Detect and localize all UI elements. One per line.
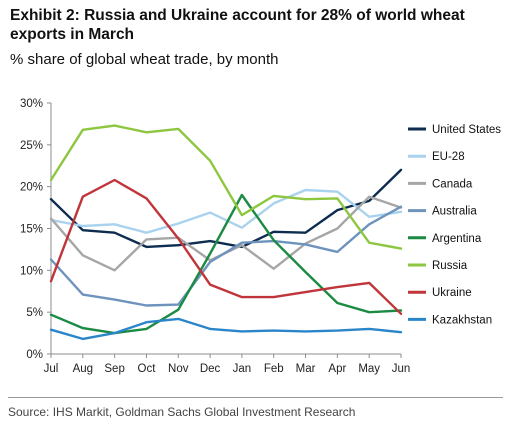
x-tick-label: Aug	[73, 363, 93, 375]
legend-label-kazakhstan: Kazakhstan	[432, 314, 492, 326]
legend-label-russia: Russia	[432, 260, 468, 272]
series-line-kazakhstan	[49, 317, 403, 341]
legend-label-canada: Canada	[432, 178, 473, 190]
series-line-argentina	[49, 193, 403, 335]
series-line-eu-28	[49, 188, 403, 234]
source-note: Source: IHS Markit, Goldman Sachs Global…	[8, 405, 356, 419]
legend-label-united-states: United States	[432, 124, 501, 136]
x-tick-label: May	[358, 363, 380, 375]
series-line-australia	[49, 205, 403, 307]
series-line-ukraine	[49, 178, 403, 315]
legend-label-australia: Australia	[432, 206, 477, 218]
legend-label-ukraine: Ukraine	[432, 287, 472, 299]
legend-label-eu-28: EU-28	[432, 151, 465, 163]
x-tick-label: Feb	[264, 363, 284, 375]
chart-series-lines	[49, 124, 403, 341]
y-tick-label: 5%	[26, 307, 43, 319]
x-tick-label: Jan	[233, 363, 252, 375]
x-tick-label: Oct	[138, 363, 157, 375]
series-line-united-states	[49, 168, 403, 249]
line-chart: 0% 5% 10% 15% 20% 25% 30% Jul Aug Sep Oct Nov Dec Jan…	[20, 98, 501, 375]
series-line-russia	[49, 124, 403, 250]
y-tick-label: 0%	[26, 349, 43, 361]
y-tick-label: 20%	[20, 182, 43, 194]
y-tick-label: 15%	[20, 224, 43, 236]
x-tick-label: Nov	[168, 363, 189, 375]
y-tick-label: 10%	[20, 265, 43, 277]
x-tick-label: Dec	[200, 363, 221, 375]
y-tick-label: 25%	[20, 140, 43, 152]
x-tick-label: Jul	[44, 363, 59, 375]
chart-legend: United States EU-28 Canada Australia Argenti…	[408, 124, 501, 326]
chart-title: Exhibit 2: Russia and Ukraine account fo…	[10, 7, 465, 43]
footer-divider	[8, 397, 503, 398]
chart-subtitle: % share of global wheat trade, by month	[10, 51, 279, 68]
legend-label-argentina: Argentina	[432, 233, 482, 245]
x-tick-label: Sep	[104, 363, 124, 375]
x-tick-label: Mar	[296, 363, 316, 375]
x-tick-label: Apr	[328, 363, 346, 375]
chart-axes: 0% 5% 10% 15% 20% 25% 30% Jul Aug Sep Oct Nov Dec Jan…	[20, 98, 410, 375]
y-tick-label: 30%	[20, 98, 43, 110]
x-tick-label: Jun	[392, 363, 411, 375]
